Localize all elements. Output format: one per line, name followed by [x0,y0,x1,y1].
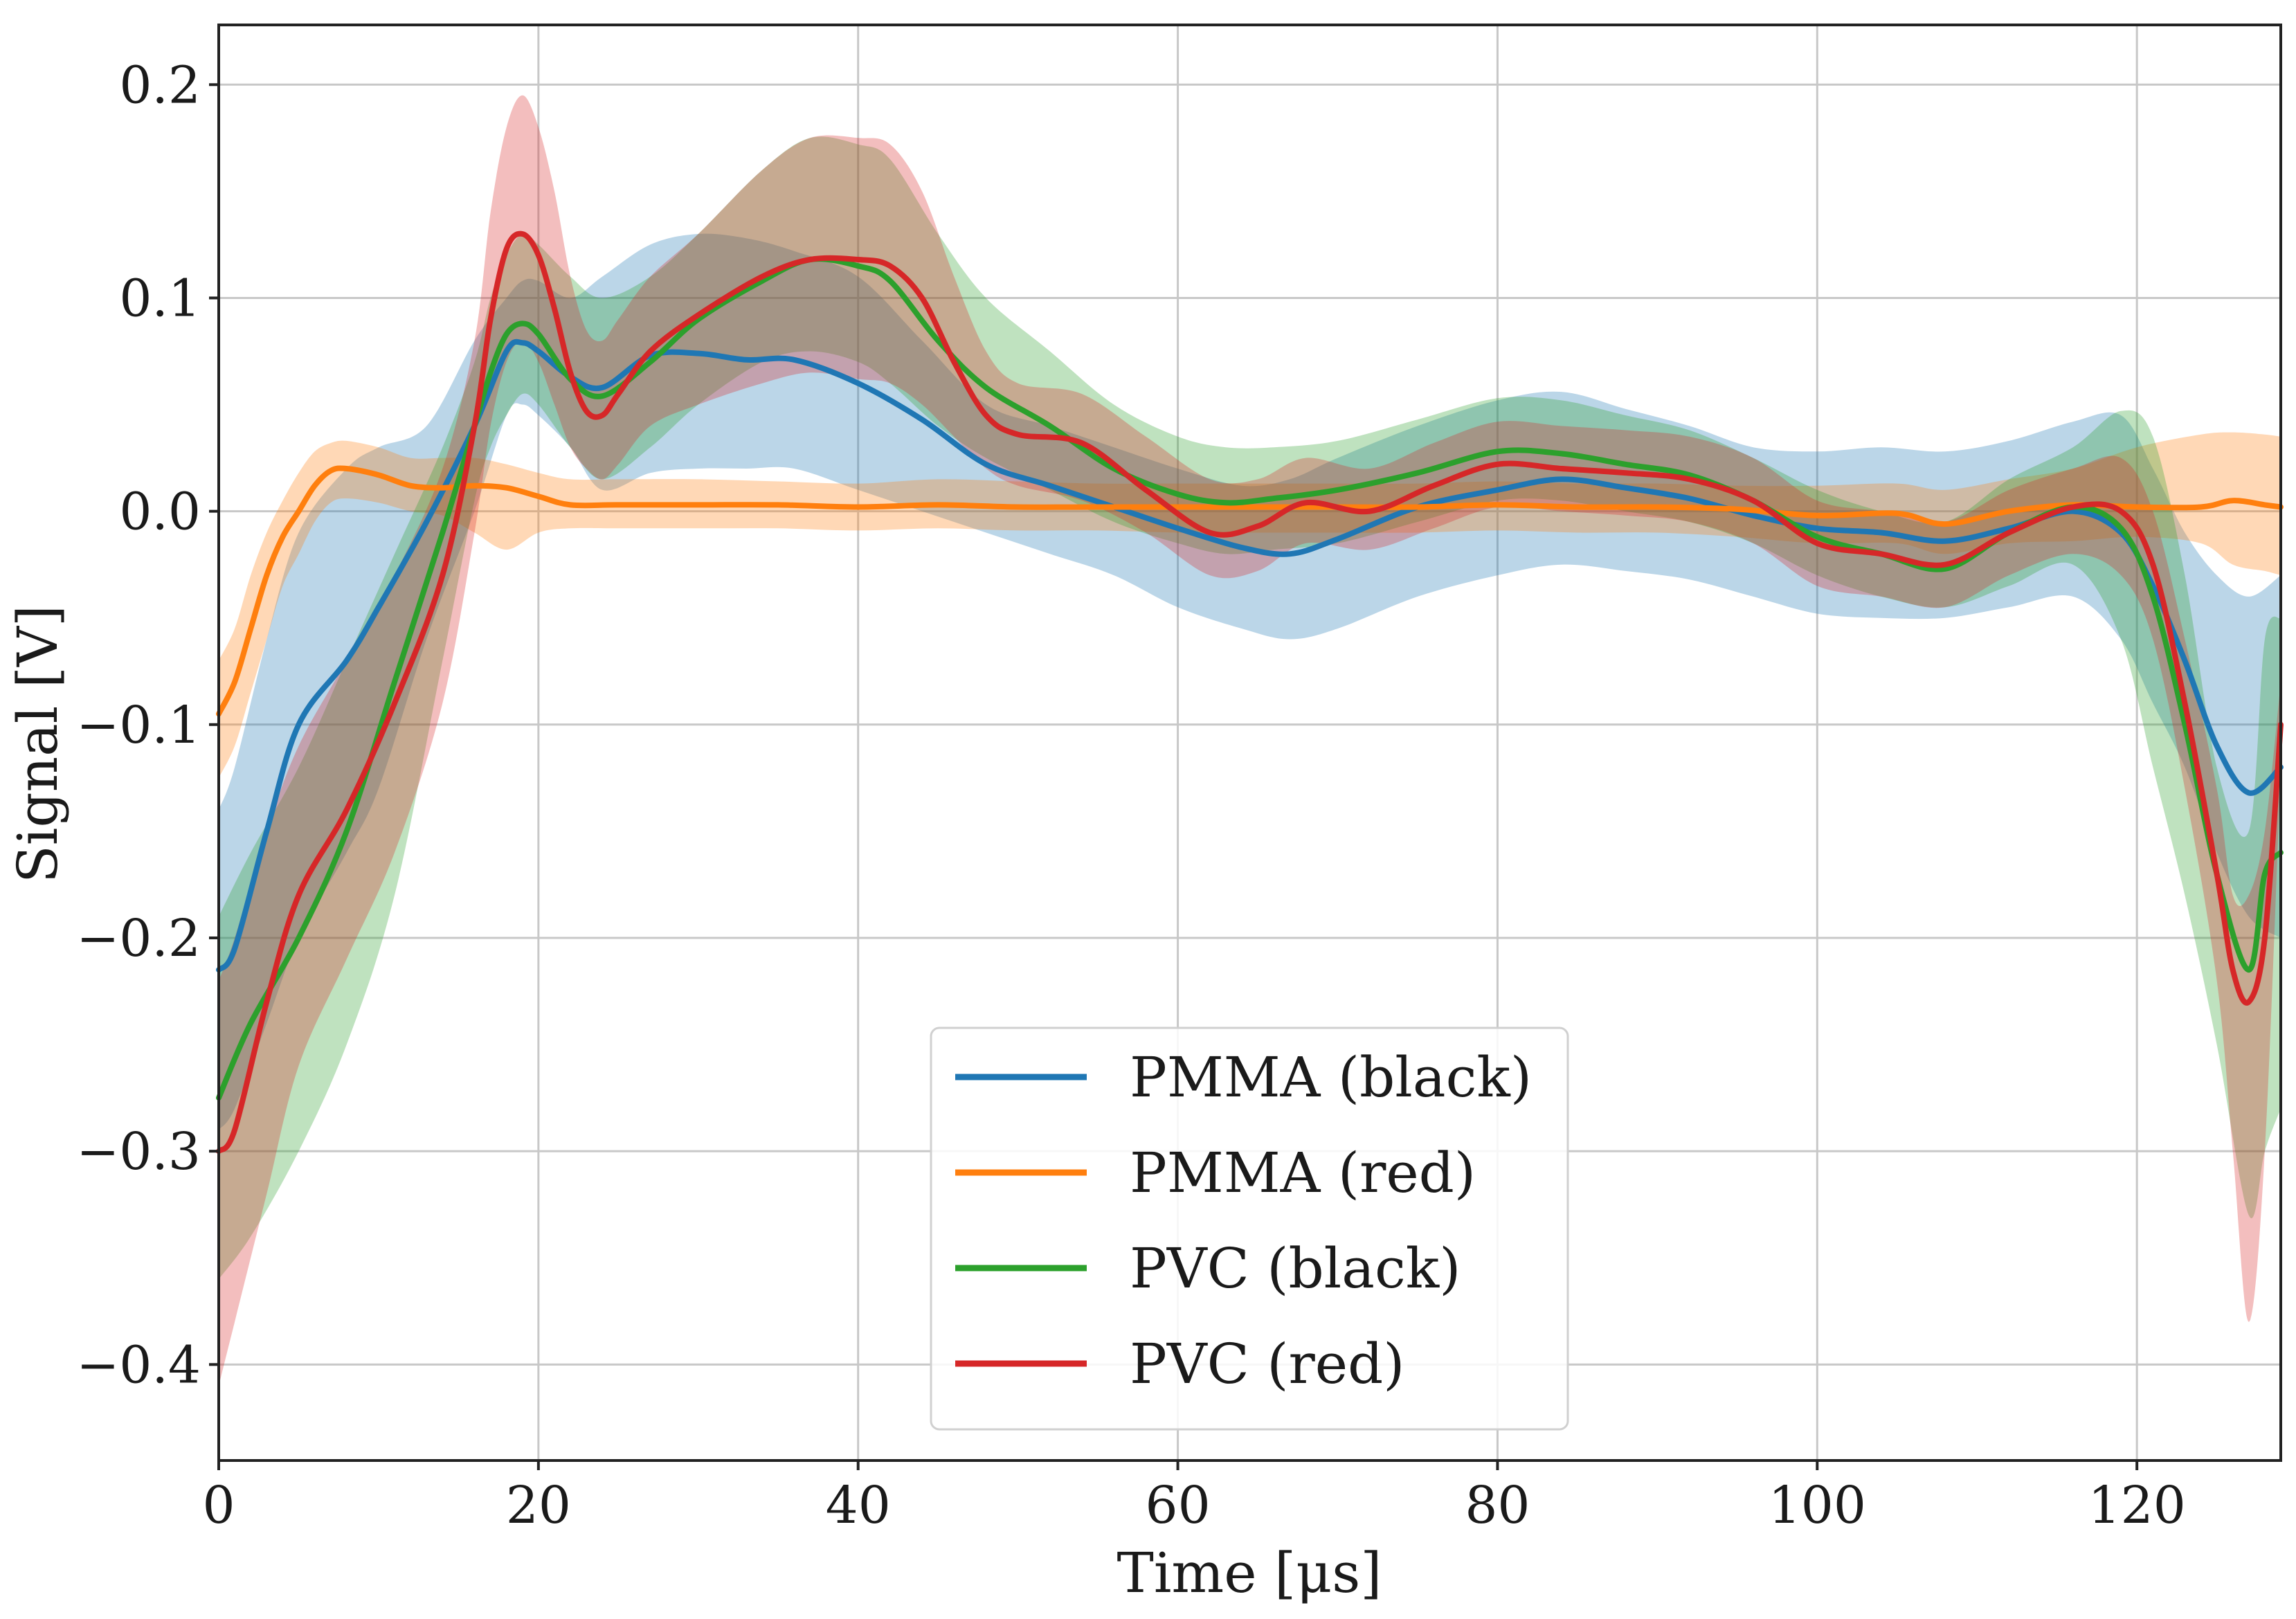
x-axis-label: Time [μs] [1117,1541,1382,1605]
band-pmma-black [219,233,2281,1130]
y-axis-label: Signal [V] [6,605,70,883]
plot-frame [217,24,2282,1462]
y-tick-label: −0.2 [76,909,201,968]
x-tick-label: 40 [826,1476,891,1535]
x-axis-ticks: 0 20 40 60 80 100 120 [202,1460,2186,1535]
y-tick-label: −0.1 [76,696,201,755]
y-tick-label: 0.1 [119,269,201,328]
x-tick-label: 0 [202,1476,235,1535]
legend: PMMA (black) PMMA (red) PVC (black) PVC … [930,1026,1569,1431]
legend-label-pvc-black: PVC (black) [1130,1236,1461,1301]
x-tick-label: 120 [2088,1476,2186,1535]
x-tick-label: 60 [1145,1476,1210,1535]
legend-box [930,1026,1569,1431]
line-pvc-red [216,230,2284,1155]
y-tick-label: −0.3 [76,1122,201,1182]
series-lines [216,230,2284,1155]
y-axis-ticks: 0.2 0.1 0.0 −0.1 −0.2 −0.3 −0.4 [76,55,219,1395]
x-tick-label: 80 [1465,1476,1530,1535]
legend-label-pmma-red: PMMA (red) [1130,1141,1476,1205]
y-tick-label: −0.4 [76,1335,201,1395]
x-tick-label: 20 [506,1476,571,1535]
legend-label-pmma-black: PMMA (black) [1130,1045,1532,1110]
x-tick-label: 100 [1769,1476,1866,1535]
y-tick-label: 0.0 [119,482,201,542]
legend-label-pvc-red: PVC (red) [1130,1332,1404,1396]
y-tick-label: 0.2 [119,55,201,115]
line-pmma-red [216,465,2284,717]
